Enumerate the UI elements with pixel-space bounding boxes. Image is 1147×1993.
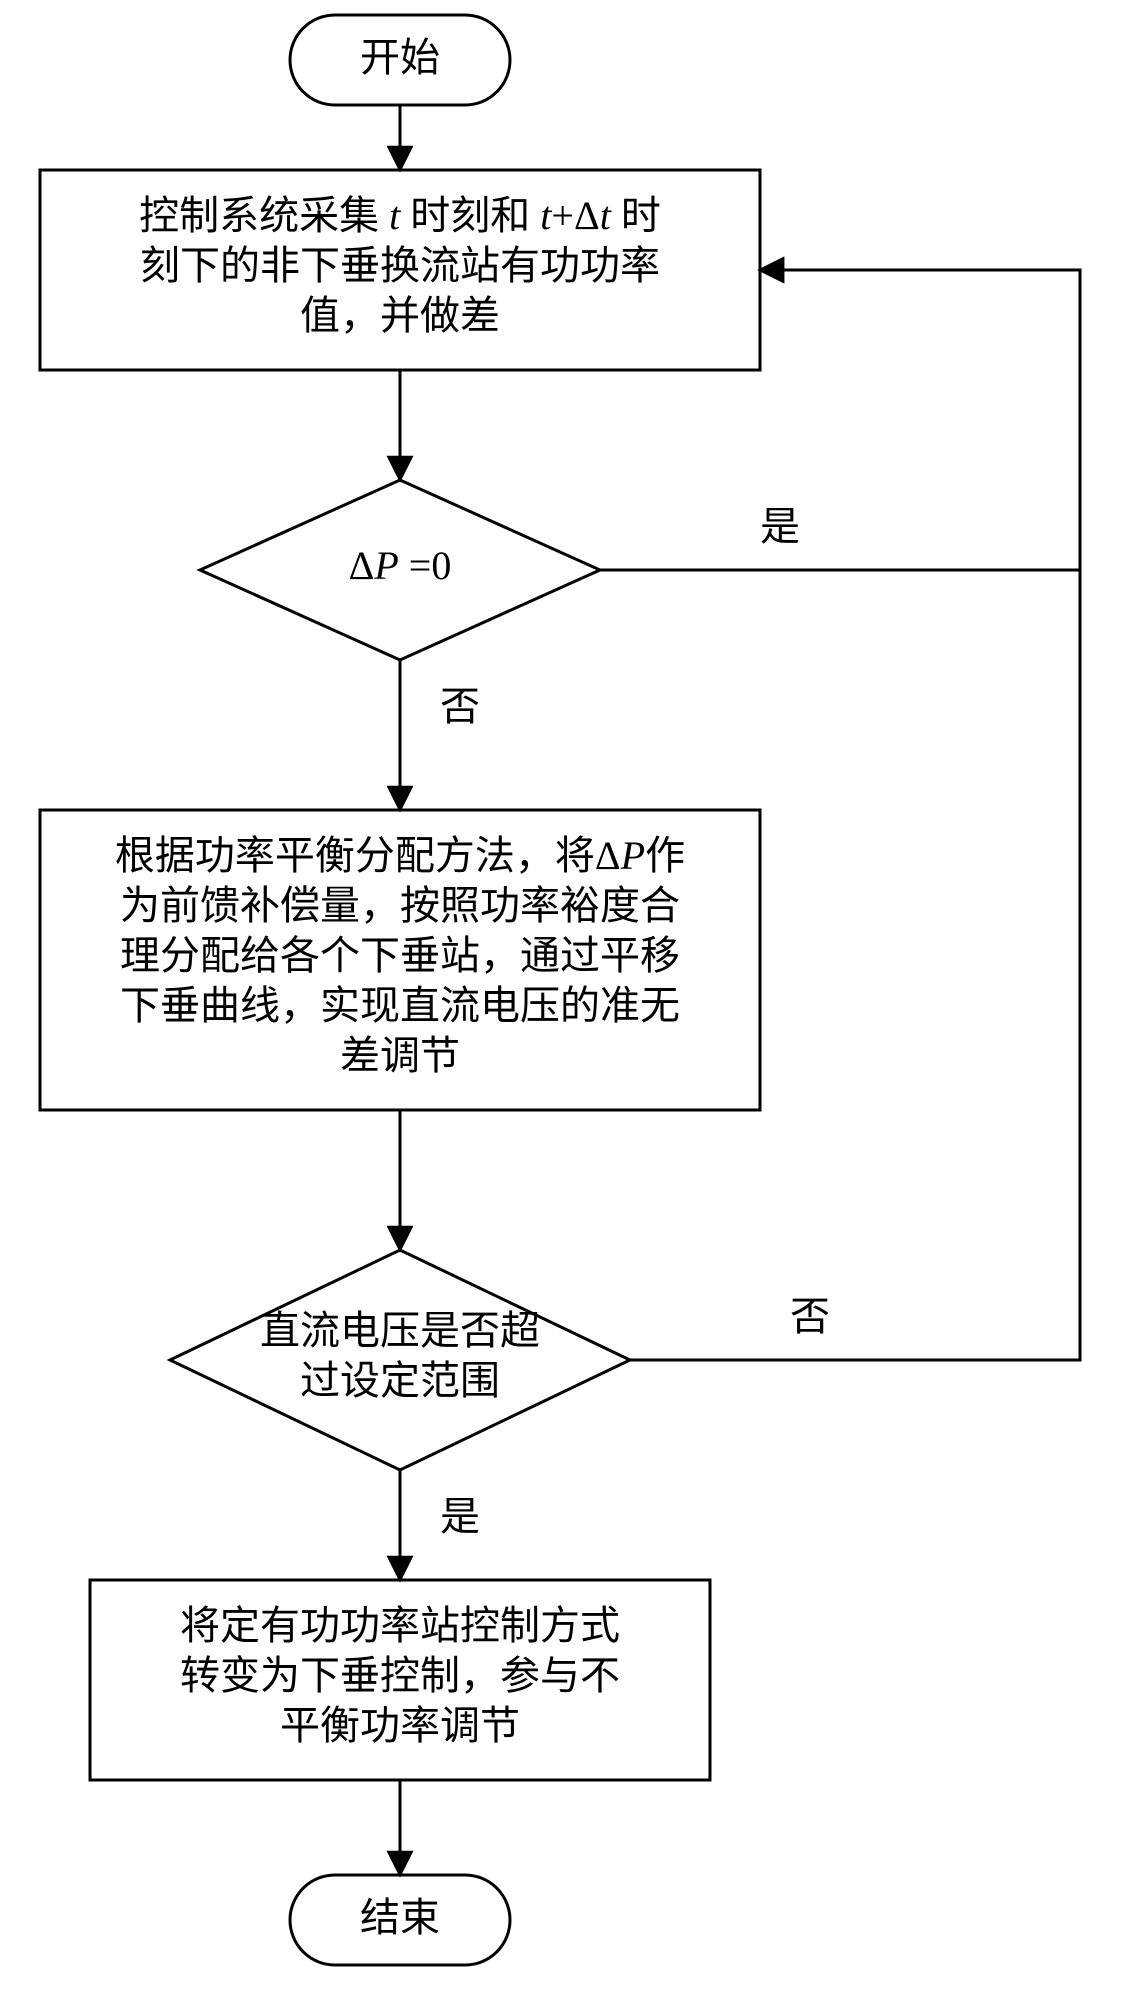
svg-text:为前馈补偿量，按照功率裕度合: 为前馈补偿量，按照功率裕度合 <box>120 883 680 928</box>
svg-text:过设定范围: 过设定范围 <box>300 1358 500 1403</box>
svg-text:结束: 结束 <box>360 1895 440 1940</box>
svg-text:转变为下垂控制，参与不: 转变为下垂控制，参与不 <box>180 1653 620 1698</box>
node-start: 开始 <box>290 15 510 105</box>
node-end: 结束 <box>290 1875 510 1965</box>
svg-text:值，并做差: 值，并做差 <box>300 293 500 338</box>
svg-text:下垂曲线，实现直流电压的准无: 下垂曲线，实现直流电压的准无 <box>120 983 680 1028</box>
svg-text:刻下的非下垂换流站有功功率: 刻下的非下垂换流站有功功率 <box>140 243 660 288</box>
edge-label-6: 是 <box>760 504 800 549</box>
svg-text:差调节: 差调节 <box>340 1033 460 1078</box>
svg-text:平衡功率调节: 平衡功率调节 <box>280 1703 520 1748</box>
svg-text:直流电压是否超: 直流电压是否超 <box>260 1308 540 1353</box>
edge-label-7: 否 <box>790 1294 830 1339</box>
svg-text:开始: 开始 <box>360 35 440 80</box>
svg-text:ΔP =0: ΔP =0 <box>349 543 452 588</box>
edge-label-2: 否 <box>440 684 480 729</box>
svg-text:控制系统采集 t 时刻和 t+Δt 时: 控制系统采集 t 时刻和 t+Δt 时 <box>139 193 661 238</box>
svg-text:将定有功功率站控制方式: 将定有功功率站控制方式 <box>180 1603 620 1648</box>
svg-text:根据功率平衡分配方法，将ΔP作: 根据功率平衡分配方法，将ΔP作 <box>115 833 685 878</box>
svg-text:理分配给各个下垂站，通过平移: 理分配给各个下垂站，通过平移 <box>120 933 680 978</box>
edge-label-4: 是 <box>440 1494 480 1539</box>
